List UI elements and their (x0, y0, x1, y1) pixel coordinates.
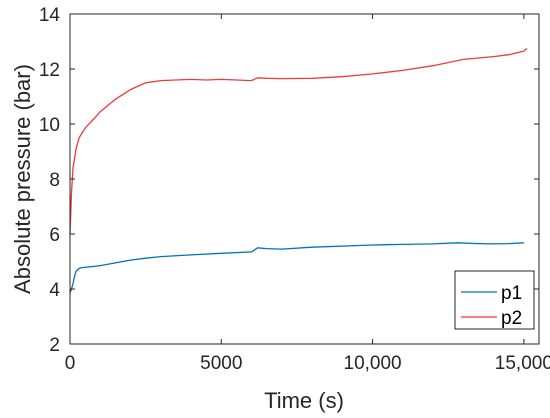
series-line-p1 (69, 242, 524, 294)
y-tick-label: 8 (49, 170, 60, 191)
x-tick-label: 5000 (200, 353, 242, 374)
y-tick-label: 12 (39, 60, 60, 81)
y-tick-label: 4 (49, 280, 60, 301)
x-tick-label: 0 (65, 353, 76, 374)
y-axis-label: Absolute pressure (bar) (10, 64, 35, 294)
x-tick-label: 15,000 (495, 353, 550, 374)
legend-label-p1: p1 (501, 283, 522, 304)
x-axis-label: Time (s) (264, 388, 344, 413)
axes-layer: 0 5000 10,000 15,000 2 4 6 8 10 12 14 (39, 5, 550, 374)
series-layer (69, 47, 528, 294)
legend-box (454, 270, 535, 330)
x-tick-label: 10,000 (344, 353, 402, 374)
y-tick-label: 6 (49, 225, 60, 246)
y-tick-label: 10 (39, 115, 60, 136)
y-tick-label: 2 (49, 335, 60, 356)
y-tick-label: 14 (39, 5, 61, 26)
legend-label-p2: p2 (501, 308, 522, 329)
series-line-p2 (69, 47, 528, 235)
